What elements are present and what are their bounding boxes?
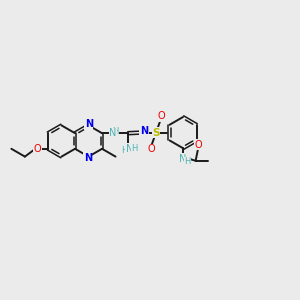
Text: N: N	[84, 153, 92, 163]
Text: O: O	[194, 140, 202, 150]
Text: S: S	[152, 128, 160, 138]
Text: H: H	[184, 157, 190, 166]
Text: O: O	[34, 144, 42, 154]
Text: N: N	[85, 119, 93, 129]
Text: N: N	[179, 154, 187, 164]
Text: O: O	[157, 111, 165, 121]
Text: N: N	[109, 128, 116, 138]
Text: H: H	[112, 127, 119, 136]
Text: H: H	[131, 144, 138, 153]
Text: N: N	[126, 143, 133, 154]
Text: H: H	[121, 146, 128, 155]
Text: O: O	[147, 144, 155, 154]
Text: N: N	[140, 126, 148, 136]
